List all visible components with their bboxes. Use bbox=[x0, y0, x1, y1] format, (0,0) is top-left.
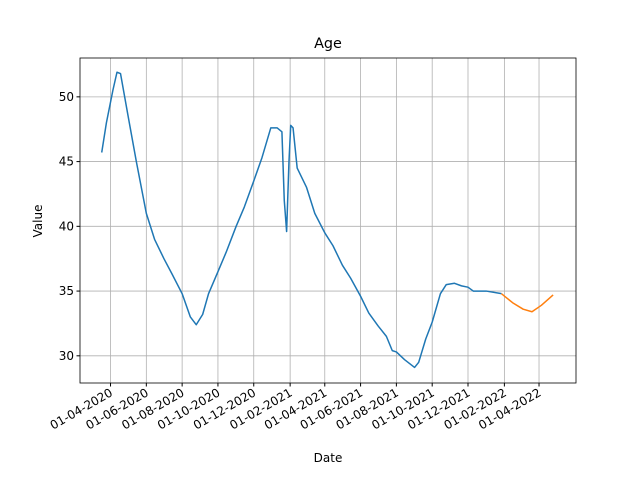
data-line bbox=[100, 71, 502, 369]
y-tick-label: 40 bbox=[59, 219, 74, 233]
data-line bbox=[500, 293, 554, 313]
y-tick-label: 45 bbox=[59, 155, 74, 169]
y-tick-label: 35 bbox=[59, 284, 74, 298]
chart-title: Age bbox=[314, 36, 342, 52]
y-axis-label: Value bbox=[31, 205, 45, 238]
y-tick-label: 30 bbox=[59, 349, 74, 363]
y-tick-label: 50 bbox=[59, 90, 74, 104]
plot-frame bbox=[79, 57, 577, 384]
x-axis-label: Date bbox=[314, 451, 343, 465]
